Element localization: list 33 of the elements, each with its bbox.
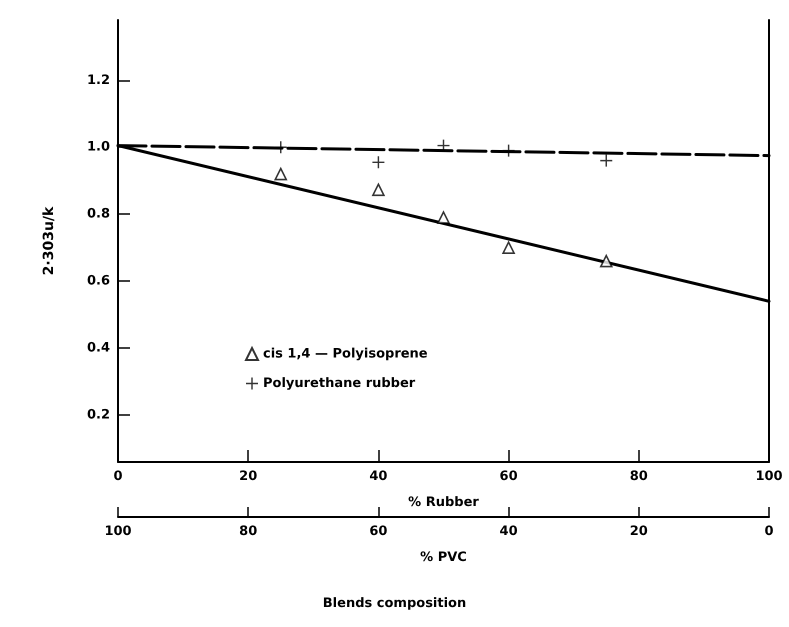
- point: [600, 254, 613, 268]
- y-tick-label: 0.6: [86, 274, 110, 289]
- point: [274, 168, 288, 180]
- x2-tick-label: 60: [369, 524, 388, 539]
- point: [372, 156, 384, 168]
- legend-label: Polyurethane rubber: [263, 376, 416, 391]
- point: [274, 141, 287, 154]
- point: [437, 211, 450, 224]
- y-tick-label: 0.8: [86, 206, 110, 222]
- x-tick-label: 80: [630, 469, 648, 484]
- legend-label: cis 1,4 — Polyisoprene: [263, 346, 428, 362]
- x2-axis-title: % PVC: [420, 550, 467, 565]
- x-tick-label: 60: [500, 469, 518, 484]
- point: [372, 183, 385, 196]
- x-tick-label: 20: [239, 469, 258, 484]
- x-tick-label: 100: [755, 469, 783, 484]
- x2-tick-label: 80: [239, 524, 258, 539]
- x2-tick-label: 40: [500, 524, 518, 539]
- x-axis-title: % Rubber: [408, 495, 480, 510]
- x-tick-label: 0: [113, 469, 123, 484]
- x2-tick-label: 100: [104, 524, 132, 539]
- y-tick-label: 1.2: [86, 72, 110, 88]
- y-tick-label: 1.0: [86, 140, 110, 155]
- point: [502, 144, 515, 157]
- text: Blends composition: [322, 596, 466, 611]
- x-tick-label: 40: [369, 469, 388, 484]
- y-tick-label: 0.2: [86, 408, 110, 423]
- x2-tick-label: 20: [630, 524, 648, 539]
- x2-tick-label: 0: [764, 524, 774, 539]
- point: [600, 154, 612, 167]
- y-axis-title: 2·303u/k: [41, 206, 57, 276]
- y-tick-label: 0.4: [86, 340, 110, 356]
- point: [502, 241, 515, 254]
